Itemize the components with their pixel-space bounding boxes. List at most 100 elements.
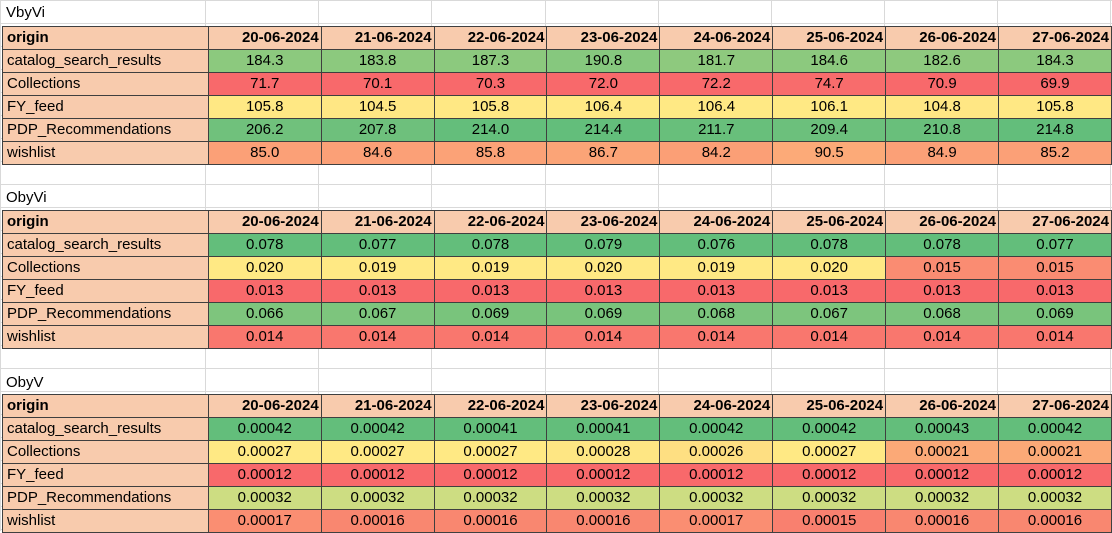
value-cell[interactable]: 104.8 — [885, 95, 1000, 119]
value-cell[interactable]: 184.6 — [772, 49, 887, 73]
value-cell[interactable]: 0.076 — [659, 233, 774, 257]
column-header-date[interactable]: 26-06-2024 — [885, 394, 1000, 418]
value-cell[interactable]: 105.8 — [207, 95, 322, 119]
value-cell[interactable]: 105.8 — [998, 95, 1112, 119]
value-cell[interactable]: 184.3 — [998, 49, 1112, 73]
value-cell[interactable]: 184.3 — [207, 49, 322, 73]
value-cell[interactable]: 0.019 — [433, 256, 548, 280]
value-cell[interactable]: 0.00042 — [207, 417, 322, 441]
value-cell[interactable]: 0.00032 — [207, 486, 322, 510]
value-cell[interactable]: 209.4 — [772, 118, 887, 142]
value-cell[interactable]: 0.00012 — [659, 463, 774, 487]
value-cell[interactable]: 0.069 — [546, 302, 661, 326]
row-label-cell[interactable]: wishlist — [2, 509, 209, 533]
value-cell[interactable]: 0.00032 — [433, 486, 548, 510]
value-cell[interactable]: 0.013 — [772, 279, 887, 303]
value-cell[interactable]: 106.4 — [546, 95, 661, 119]
value-cell[interactable]: 0.00028 — [546, 440, 661, 464]
column-header-date[interactable]: 26-06-2024 — [885, 210, 1000, 234]
column-header-date[interactable]: 24-06-2024 — [659, 394, 774, 418]
value-cell[interactable]: 190.8 — [546, 49, 661, 73]
value-cell[interactable]: 0.00021 — [885, 440, 1000, 464]
value-cell[interactable]: 104.5 — [320, 95, 435, 119]
column-header-date[interactable]: 27-06-2024 — [998, 394, 1112, 418]
value-cell[interactable]: 0.013 — [998, 279, 1112, 303]
value-cell[interactable]: 0.00042 — [320, 417, 435, 441]
value-cell[interactable]: 0.00026 — [659, 440, 774, 464]
value-cell[interactable]: 70.3 — [433, 72, 548, 96]
row-label-cell[interactable]: Collections — [2, 256, 209, 280]
value-cell[interactable]: 0.068 — [885, 302, 1000, 326]
value-cell[interactable]: 214.0 — [433, 118, 548, 142]
value-cell[interactable]: 0.015 — [885, 256, 1000, 280]
value-cell[interactable]: 0.013 — [885, 279, 1000, 303]
row-label-cell[interactable]: catalog_search_results — [2, 233, 209, 257]
value-cell[interactable]: 0.015 — [998, 256, 1112, 280]
row-label-cell[interactable]: catalog_search_results — [2, 417, 209, 441]
value-cell[interactable]: 0.00016 — [998, 509, 1112, 533]
value-cell[interactable]: 0.066 — [207, 302, 322, 326]
value-cell[interactable]: 0.019 — [320, 256, 435, 280]
value-cell[interactable]: 0.020 — [207, 256, 322, 280]
value-cell[interactable]: 0.014 — [320, 325, 435, 349]
value-cell[interactable]: 0.00012 — [320, 463, 435, 487]
value-cell[interactable]: 84.9 — [885, 141, 1000, 165]
value-cell[interactable]: 84.6 — [320, 141, 435, 165]
value-cell[interactable]: 85.8 — [433, 141, 548, 165]
value-cell[interactable]: 0.00042 — [772, 417, 887, 441]
row-label-cell[interactable]: FY_feed — [2, 279, 209, 303]
value-cell[interactable]: 214.8 — [998, 118, 1112, 142]
column-header-date[interactable]: 24-06-2024 — [659, 26, 774, 50]
value-cell[interactable]: 106.1 — [772, 95, 887, 119]
value-cell[interactable]: 0.00043 — [885, 417, 1000, 441]
value-cell[interactable]: 0.00015 — [772, 509, 887, 533]
value-cell[interactable]: 0.014 — [998, 325, 1112, 349]
value-cell[interactable]: 0.00027 — [320, 440, 435, 464]
value-cell[interactable]: 0.00016 — [433, 509, 548, 533]
value-cell[interactable]: 0.00042 — [659, 417, 774, 441]
column-header-date[interactable]: 27-06-2024 — [998, 210, 1112, 234]
value-cell[interactable]: 211.7 — [659, 118, 774, 142]
value-cell[interactable]: 0.00012 — [885, 463, 1000, 487]
column-header-date[interactable]: 21-06-2024 — [320, 394, 435, 418]
row-label-cell[interactable]: PDP_Recommendations — [2, 302, 209, 326]
value-cell[interactable]: 105.8 — [433, 95, 548, 119]
column-header-date[interactable]: 23-06-2024 — [546, 210, 661, 234]
column-header-date[interactable]: 22-06-2024 — [433, 394, 548, 418]
row-label-cell[interactable]: FY_feed — [2, 463, 209, 487]
value-cell[interactable]: 0.00032 — [546, 486, 661, 510]
value-cell[interactable]: 0.00032 — [998, 486, 1112, 510]
value-cell[interactable]: 210.8 — [885, 118, 1000, 142]
value-cell[interactable]: 0.014 — [659, 325, 774, 349]
column-header-date[interactable]: 22-06-2024 — [433, 210, 548, 234]
value-cell[interactable]: 0.00027 — [207, 440, 322, 464]
value-cell[interactable]: 0.00042 — [998, 417, 1112, 441]
value-cell[interactable]: 0.00016 — [546, 509, 661, 533]
row-label-cell[interactable]: PDP_Recommendations — [2, 486, 209, 510]
value-cell[interactable]: 0.078 — [207, 233, 322, 257]
value-cell[interactable]: 0.020 — [546, 256, 661, 280]
value-cell[interactable]: 0.077 — [320, 233, 435, 257]
value-cell[interactable]: 84.2 — [659, 141, 774, 165]
value-cell[interactable]: 0.00032 — [772, 486, 887, 510]
value-cell[interactable]: 181.7 — [659, 49, 774, 73]
value-cell[interactable]: 0.013 — [207, 279, 322, 303]
value-cell[interactable]: 0.00016 — [885, 509, 1000, 533]
value-cell[interactable]: 74.7 — [772, 72, 887, 96]
row-label-cell[interactable]: catalog_search_results — [2, 49, 209, 73]
value-cell[interactable]: 85.0 — [207, 141, 322, 165]
column-header-origin[interactable]: origin — [2, 26, 209, 50]
column-header-origin[interactable]: origin — [2, 210, 209, 234]
value-cell[interactable]: 183.8 — [320, 49, 435, 73]
value-cell[interactable]: 0.00041 — [546, 417, 661, 441]
column-header-date[interactable]: 21-06-2024 — [320, 210, 435, 234]
value-cell[interactable]: 0.014 — [207, 325, 322, 349]
value-cell[interactable]: 106.4 — [659, 95, 774, 119]
value-cell[interactable]: 0.00021 — [998, 440, 1112, 464]
value-cell[interactable]: 0.067 — [320, 302, 435, 326]
value-cell[interactable]: 0.013 — [433, 279, 548, 303]
column-header-date[interactable]: 25-06-2024 — [772, 210, 887, 234]
value-cell[interactable]: 0.00012 — [772, 463, 887, 487]
value-cell[interactable]: 182.6 — [885, 49, 1000, 73]
row-label-cell[interactable]: Collections — [2, 440, 209, 464]
